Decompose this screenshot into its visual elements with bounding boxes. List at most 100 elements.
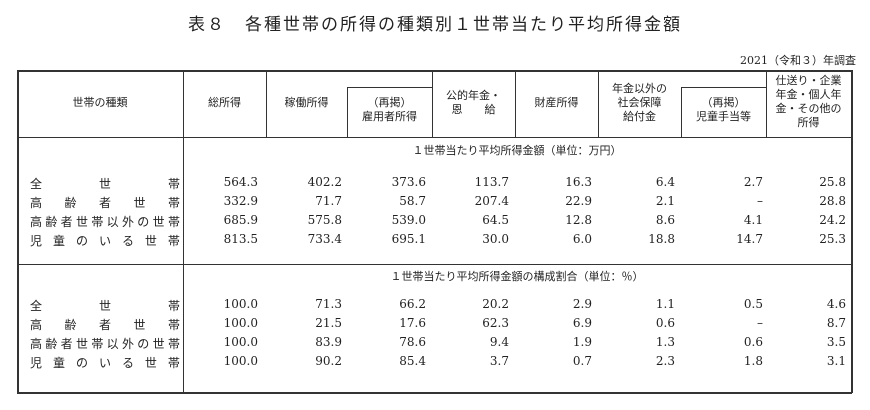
table-cell: 85.4 [399,354,426,368]
table-cell: 8.7 [826,316,846,330]
table-cell: 6.9 [572,316,592,330]
table-cell: 90.2 [315,354,342,368]
header-pension: 公的年金・ 恩 給 [446,89,501,116]
table-cell: 0.6 [655,316,675,330]
table-cell: – [757,194,763,208]
table-cell: 1.3 [655,335,675,349]
table-border-right [851,70,853,393]
col-divider [681,87,682,137]
table-cell: – [757,316,763,330]
table-cell: 12.8 [565,213,592,227]
table-cell: 100.0 [223,297,258,311]
section-caption-amount: １世帯当たり平均所得金額（単位：万円） [412,144,622,157]
subheader-top [347,87,432,88]
table-cell: 66.2 [399,297,426,311]
col-divider [432,70,433,137]
table-cell: 17.6 [399,316,426,330]
table-cell: 22.9 [565,194,592,208]
table-cell: 16.3 [565,175,592,189]
table-cell: 30.0 [482,232,509,246]
table-cell: 1.9 [572,335,592,349]
table-cell: 2.3 [655,354,675,368]
table-cell: 539.0 [391,213,426,227]
table-cell: 4.1 [743,213,763,227]
table-cell: 332.9 [223,194,258,208]
header-other-income: 仕送り・企業 年金・個人年 金・その他の 所得 [775,74,842,129]
col-divider [515,70,516,137]
table-cell: 813.5 [223,232,258,246]
row-label: 高齢者世帯以外の世帯 [30,215,180,229]
table-cell: 78.6 [399,335,426,349]
row-label: 高齢者世帯以外の世帯 [30,337,180,351]
table-cell: 402.2 [307,175,342,189]
table-cell: 2.9 [572,297,592,311]
table-cell: 373.6 [391,175,426,189]
table-cell: 8.6 [655,213,675,227]
table-cell: 25.8 [819,175,846,189]
table-cell: 71.3 [315,297,342,311]
table-cell: 100.0 [223,354,258,368]
table-cell: 14.7 [736,232,763,246]
survey-year-note: 2021（令和３）年調査 [740,54,856,67]
table-cell: 207.4 [474,194,509,208]
table-cell: 2.7 [743,175,763,189]
header-total-income: 総所得 [208,96,241,109]
row-label: 児童のいる世帯 [30,234,180,248]
table-cell: 564.3 [223,175,258,189]
table-cell: 18.8 [648,232,675,246]
table-cell: 62.3 [482,316,509,330]
table-cell: 83.9 [315,335,342,349]
header-employed-income: （再掲） 雇用者所得 [362,96,417,123]
table-cell: 71.7 [315,194,342,208]
table-border-top [17,70,852,72]
subheader-top [681,87,766,88]
table-cell: 64.5 [482,213,509,227]
table-border-left [17,70,19,393]
table-cell: 695.1 [391,232,426,246]
row-label: 児童のいる世帯 [30,356,180,370]
table-border-bottom [17,392,852,394]
table-title: 表８ 各種世帯の所得の種類別１世帯当たり平均所得金額 [188,15,682,35]
header-social-security: 年金以外の 社会保障 給付金 [612,82,667,123]
col-divider [766,70,767,137]
table-cell: 24.2 [819,213,846,227]
row-label: 高齢者世帯 [30,196,180,210]
table-cell: 733.4 [307,232,342,246]
table-cell: 6.0 [572,232,592,246]
table-cell: 28.8 [819,194,846,208]
header-household-type: 世帯の種類 [72,96,128,109]
header-property-income: 財産所得 [534,96,579,109]
table-cell: 100.0 [223,316,258,330]
section-caption-ratio: １世帯当たり平均所得金額の構成割合（単位：％） [390,270,644,283]
table-cell: 6.4 [655,175,675,189]
table-cell: 20.2 [482,297,509,311]
table-cell: 1.1 [655,297,675,311]
table-cell: 21.5 [315,316,342,330]
col-divider [266,70,267,137]
table-cell: 58.7 [399,194,426,208]
table-cell: 0.5 [743,297,763,311]
table-cell: 113.7 [474,175,509,189]
row-label: 全世帯 [30,177,180,191]
header-divider [17,137,852,138]
section-divider [17,264,852,265]
table-cell: 4.6 [826,297,846,311]
table-cell: 2.1 [655,194,675,208]
table-cell: 685.9 [223,213,258,227]
table-cell: 0.6 [743,335,763,349]
row-label: 高齢者世帯 [30,318,180,332]
table-cell: 1.8 [743,354,763,368]
table-cell: 575.8 [307,213,342,227]
table-cell: 3.1 [826,354,846,368]
table-cell: 3.5 [826,335,846,349]
row-label: 全世帯 [30,299,180,313]
table-cell: 9.4 [489,335,509,349]
table-cell: 100.0 [223,335,258,349]
header-child-allowance: （再掲） 児童手当等 [696,96,751,123]
table-cell: 25.3 [819,232,846,246]
col-divider [183,70,184,393]
col-divider [347,87,348,137]
table-cell: 3.7 [489,354,509,368]
header-work-income: 稼働所得 [284,96,329,109]
col-divider [598,70,599,137]
